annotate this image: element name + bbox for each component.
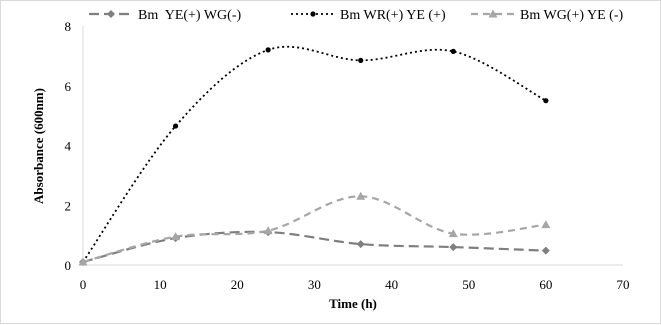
legend-item: Bm WG(+) YE (-) bbox=[471, 8, 623, 23]
series-1 bbox=[79, 228, 550, 267]
data-point bbox=[356, 240, 365, 249]
series-line bbox=[82, 45, 547, 263]
x-tick-label: 0 bbox=[80, 277, 87, 292]
series-line bbox=[82, 195, 546, 264]
data-point bbox=[358, 57, 364, 63]
x-axis-title: Time (h) bbox=[329, 296, 377, 311]
x-tick-label: 50 bbox=[462, 277, 475, 292]
data-point bbox=[541, 246, 550, 255]
x-tick-label: 60 bbox=[539, 277, 552, 292]
legend-marker bbox=[488, 9, 498, 18]
legend-label: Bm WR(+) YE (+) bbox=[340, 8, 446, 23]
data-point bbox=[356, 191, 366, 200]
legend: Bm YE(+) WG(-) Bm WR(+) YE (+) Bm WG(+) YE… bbox=[89, 8, 623, 23]
data-point bbox=[541, 220, 551, 229]
series-2 bbox=[80, 45, 549, 265]
legend-item: Bm WR(+) YE (+) bbox=[291, 8, 446, 23]
legend-item: Bm YE(+) WG(-) bbox=[89, 8, 241, 23]
data-point bbox=[448, 229, 458, 238]
y-tick-label: 6 bbox=[65, 79, 72, 94]
series-3 bbox=[78, 191, 551, 266]
data-point bbox=[263, 226, 273, 235]
data-point bbox=[172, 123, 179, 129]
y-axis-title: Absorbance (600nm) bbox=[31, 88, 46, 204]
data-point bbox=[265, 47, 271, 53]
y-tick-label: 2 bbox=[65, 198, 72, 213]
data-point bbox=[78, 257, 88, 266]
y-tick-label: 8 bbox=[65, 19, 72, 34]
x-tick-labels: 0 10 20 30 40 50 60 70 bbox=[80, 277, 630, 292]
legend-marker bbox=[310, 11, 316, 17]
y-tick-label: 0 bbox=[65, 258, 72, 273]
data-point bbox=[450, 48, 456, 54]
y-tick-labels: 0 2 4 6 8 bbox=[65, 19, 72, 273]
y-tick-label: 4 bbox=[65, 139, 72, 154]
legend-marker bbox=[107, 10, 115, 18]
x-tick-label: 40 bbox=[385, 277, 398, 292]
x-tick-label: 30 bbox=[308, 277, 321, 292]
legend-label: Bm YE(+) WG(-) bbox=[138, 8, 241, 23]
legend-label: Bm WG(+) YE (-) bbox=[520, 8, 623, 23]
series-line bbox=[82, 230, 546, 264]
x-tick-label: 10 bbox=[154, 277, 167, 292]
x-tick-label: 70 bbox=[617, 277, 630, 292]
series-layer bbox=[78, 45, 551, 267]
axes bbox=[82, 26, 623, 266]
data-point bbox=[543, 98, 549, 104]
data-point bbox=[171, 232, 181, 241]
x-tick-label: 20 bbox=[231, 277, 244, 292]
data-point bbox=[449, 243, 458, 252]
